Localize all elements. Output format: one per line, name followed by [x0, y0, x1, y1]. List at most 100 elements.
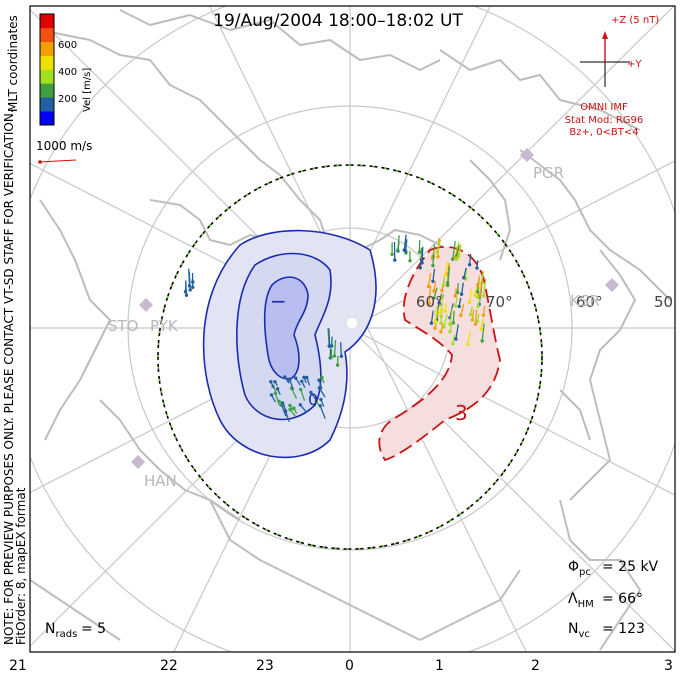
- velocity-vector-line: [455, 324, 459, 340]
- velocity-vector-dot: [476, 304, 480, 309]
- velocity-vector-line: [397, 235, 400, 250]
- velocity-vector-dot: [451, 342, 455, 346]
- velocity-vector-dot: [473, 293, 477, 297]
- pole-marker: [345, 316, 359, 330]
- velocity-vector-line: [185, 280, 188, 296]
- velocity-vector-dot: [300, 379, 304, 383]
- colorbar-segment: [40, 83, 54, 98]
- colorbar-segment: [40, 111, 54, 126]
- velocity-vector-dot: [319, 397, 323, 402]
- contour-label-neg: −: [270, 289, 287, 313]
- velocity-vector-dot: [294, 376, 298, 380]
- velocity-vector-dot: [396, 248, 400, 252]
- velocity-vector-dot: [277, 399, 281, 403]
- velocity-vector-dot: [298, 403, 302, 407]
- velocity-vector-line: [403, 234, 407, 251]
- mlt-tick-3: 3: [664, 658, 673, 674]
- velocity-vector-line: [404, 239, 408, 252]
- velocity-vector-line: [481, 323, 485, 342]
- station-ksr: KSR: [570, 292, 600, 310]
- velocity-vector-line: [432, 268, 436, 282]
- velocity-vector-dot: [457, 304, 461, 309]
- velocity-vector-dot: [479, 327, 483, 331]
- velocity-vector-dot: [283, 375, 287, 379]
- velocity-vector-dot: [318, 404, 322, 408]
- colorbar-tick-200: 200: [58, 94, 77, 105]
- velocity-vector-dot: [273, 391, 278, 395]
- velocity-vector-dot: [191, 285, 195, 289]
- station-pgr: PGR: [533, 164, 564, 182]
- velocity-vector-line: [274, 393, 281, 407]
- imf-z-label: +Z (5 nT): [611, 15, 659, 26]
- velocity-vector-dot: [475, 319, 480, 323]
- velocity-vector-dot: [455, 290, 460, 295]
- velocity-vector-line: [474, 309, 478, 325]
- velocity-vector-dot: [431, 279, 435, 283]
- velocity-vector-dot: [480, 339, 484, 343]
- velocity-vector-dot: [273, 380, 277, 384]
- velocity-vector-dot: [443, 273, 447, 277]
- velocity-vector-dot: [475, 295, 480, 299]
- velocity-vector-line: [300, 389, 306, 401]
- mlt-tick-22: 22: [160, 658, 178, 674]
- stat-n-vc: = 123: [602, 621, 645, 637]
- velocity-vector-line: [457, 245, 462, 258]
- velocity-vector-dot: [184, 293, 189, 297]
- velocity-vector-dot: [390, 252, 394, 256]
- imf-condition: Bz+, 0<BT<4: [569, 127, 638, 138]
- velocity-colorbar: 600 400 200 Vel [m/s]: [39, 13, 93, 126]
- colorbar-tick-600: 600: [58, 40, 77, 51]
- velocity-vector-dot: [302, 375, 306, 379]
- lat-label-60-inner: 60°: [416, 293, 443, 311]
- imf-y-label: +Y: [627, 59, 642, 70]
- velocity-vector-line: [434, 306, 438, 322]
- station-sto: STO: [108, 317, 139, 335]
- velocity-vector-line: [328, 328, 331, 347]
- velocity-vector-dot: [432, 296, 436, 300]
- colorbar-segment: [40, 41, 54, 56]
- imf-source: OMNI IMF: [580, 102, 628, 113]
- colorbar-tick-400: 400: [58, 67, 77, 78]
- velocity-vector-dot: [269, 393, 274, 397]
- velocity-vector-line: [463, 267, 467, 278]
- colorbar-segment: [40, 14, 54, 29]
- velocity-vector-line: [460, 282, 464, 295]
- velocity-vector-line: [319, 405, 326, 419]
- preview-note: NOTE: FOR PREVIEW PURPOSES ONLY. PLEASE …: [2, 109, 16, 645]
- velocity-vector-dot: [429, 321, 434, 325]
- mlt-tick-23: 23: [256, 658, 274, 674]
- velocity-vector-dot: [393, 258, 397, 262]
- plot-frame: [29, 5, 676, 653]
- velocity-vector-dot: [309, 390, 313, 395]
- velocity-vector-dot: [468, 313, 473, 317]
- velocity-vector-line: [333, 339, 337, 356]
- svg-text:Φpc: Φpc: [568, 559, 591, 578]
- velocity-vector-dot: [462, 276, 466, 280]
- lat-label-70: 70°: [486, 293, 513, 311]
- velocity-vector-dot: [269, 380, 273, 384]
- velocity-vector-dot: [481, 294, 486, 298]
- contour-label-pos: 3: [455, 401, 468, 425]
- velocity-vector-dot: [443, 309, 447, 313]
- mlt-tick-1: 1: [435, 658, 444, 674]
- velocity-vector-line: [436, 239, 442, 253]
- svg-text:Nvc: Nvc: [568, 621, 590, 640]
- velocity-vector-dot: [317, 386, 322, 390]
- velocity-vector-line: [339, 342, 343, 357]
- velocity-vector-dot: [451, 257, 455, 261]
- velocity-vector-line: [482, 278, 487, 296]
- velocity-vector-dot: [473, 322, 478, 326]
- velocity-vector-dot: [305, 375, 309, 380]
- svg-text:Nrads: Nrads: [45, 621, 77, 640]
- velocity-vector-dot: [320, 375, 324, 380]
- velocity-vector-line: [318, 387, 326, 398]
- stat-lambda-hm: = 66°: [602, 591, 643, 607]
- velocity-vector-dot: [288, 403, 292, 408]
- velocity-vector-line: [480, 318, 485, 330]
- colorbar-segment: [40, 55, 54, 70]
- imf-model: Stat Mod: RG96: [565, 115, 644, 126]
- velocity-vector-dot: [439, 310, 443, 314]
- velocity-vector-line: [290, 387, 298, 399]
- velocity-vector-dot: [332, 354, 337, 358]
- velocity-vector-dot: [288, 407, 292, 412]
